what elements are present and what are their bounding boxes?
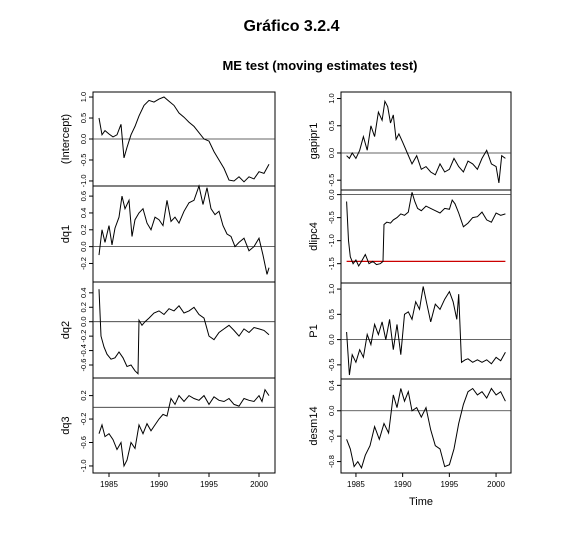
x-tick-label-right: 2000 — [487, 480, 505, 489]
panel-label-gapipr1: gapipr1 — [308, 123, 320, 160]
panel-frame-p1 — [340, 282, 512, 380]
x-axis-title: Time — [409, 496, 433, 508]
y-tick-label-dq2: -0.6 — [79, 359, 88, 372]
x-tick-label-right: 1990 — [394, 480, 412, 489]
y-tick-label-dq1: -0.2 — [79, 257, 88, 270]
panel-label-p1: P1 — [308, 324, 320, 337]
y-tick-label-p1: 0.5 — [327, 309, 336, 319]
panel-label-desm14: desm14 — [308, 406, 320, 445]
panel-frame-dq2 — [92, 281, 276, 379]
x-tick-label-left: 1985 — [100, 480, 118, 489]
y-tick-label-desm14: 0.0 — [327, 406, 336, 416]
panel-label-dq2: dq2 — [60, 321, 72, 339]
y-tick-label-intercept: 0.0 — [79, 134, 88, 144]
y-tick-label-gapipr1: -0.5 — [327, 174, 336, 187]
y-tick-label-p1: 1.0 — [327, 284, 336, 294]
y-tick-label-p1: -0.5 — [327, 358, 336, 371]
series-line-dq2 — [98, 289, 270, 375]
y-tick-label-dq2: 0.4 — [79, 288, 88, 298]
x-tick-label-left: 2000 — [250, 480, 268, 489]
series-line-dq1 — [98, 184, 270, 275]
series-line-gapipr1 — [346, 99, 506, 183]
series-line-intercept — [98, 96, 270, 183]
panel-frame-dq1 — [92, 185, 276, 283]
y-tick-label-dq3: -0.6 — [79, 436, 88, 449]
y-tick-label-gapipr1: 0.5 — [327, 121, 336, 131]
y-tick-label-intercept: 1.0 — [79, 92, 88, 102]
y-tick-label-desm14: -0.8 — [327, 455, 336, 468]
y-tick-label-dq1: 0.2 — [79, 225, 88, 235]
panel-frame-dlipc4 — [340, 189, 512, 284]
y-tick-label-intercept: -1.0 — [79, 174, 88, 187]
y-tick-label-intercept: 0.5 — [79, 113, 88, 123]
panel-label-intercept: (Intercept) — [60, 114, 72, 164]
y-tick-label-dq3: 0.2 — [79, 390, 88, 400]
y-tick-label-dq2: 0.2 — [79, 302, 88, 312]
y-tick-label-intercept: -0.5 — [79, 154, 88, 167]
panel-frame-dq3 — [92, 377, 276, 474]
y-tick-label-desm14: 0.4 — [327, 380, 336, 390]
y-tick-label-dlipc4: -1.0 — [327, 234, 336, 247]
chart-title: ME test (moving estimates test) — [222, 58, 418, 73]
page-heading: Gráfico 3.2.4 — [243, 18, 340, 35]
panel-frame-desm14 — [340, 378, 512, 474]
x-tick-label-left: 1990 — [150, 480, 168, 489]
y-tick-label-gapipr1: 1.0 — [327, 93, 336, 103]
y-tick-label-dq1: 0.4 — [79, 208, 88, 218]
panel-label-dq3: dq3 — [60, 416, 72, 434]
x-tick-label-right: 1995 — [440, 480, 458, 489]
series-line-desm14 — [346, 387, 506, 470]
y-tick-label-dq3: -0.2 — [79, 413, 88, 426]
y-tick-label-gapipr1: 0.0 — [327, 148, 336, 158]
y-tick-label-dq2: -0.4 — [79, 344, 88, 357]
y-tick-label-dq3: -1.0 — [79, 459, 88, 472]
panel-label-dq1: dq1 — [60, 225, 72, 243]
y-tick-label-p1: 0.0 — [327, 334, 336, 344]
series-line-dlipc4 — [346, 192, 506, 268]
x-tick-label-right: 1985 — [347, 480, 365, 489]
y-tick-label-dlipc4: -1.5 — [327, 257, 336, 270]
y-tick-label-dq2: -0.2 — [79, 330, 88, 343]
x-tick-label-left: 1995 — [200, 480, 218, 489]
panel-label-dlipc4: dlipc4 — [308, 222, 320, 251]
series-line-dq3 — [98, 388, 270, 468]
panel-frame-gapipr1 — [340, 91, 512, 191]
series-line-p1 — [346, 286, 506, 376]
y-tick-label-dq1: 0.0 — [79, 241, 88, 251]
y-tick-label-dlipc4: -0.5 — [327, 211, 336, 224]
y-tick-label-dq2: 0.0 — [79, 316, 88, 326]
y-tick-label-dlipc4: 0.0 — [327, 189, 336, 199]
y-tick-label-desm14: -0.4 — [327, 430, 336, 443]
y-tick-label-dq1: 0.6 — [79, 191, 88, 201]
